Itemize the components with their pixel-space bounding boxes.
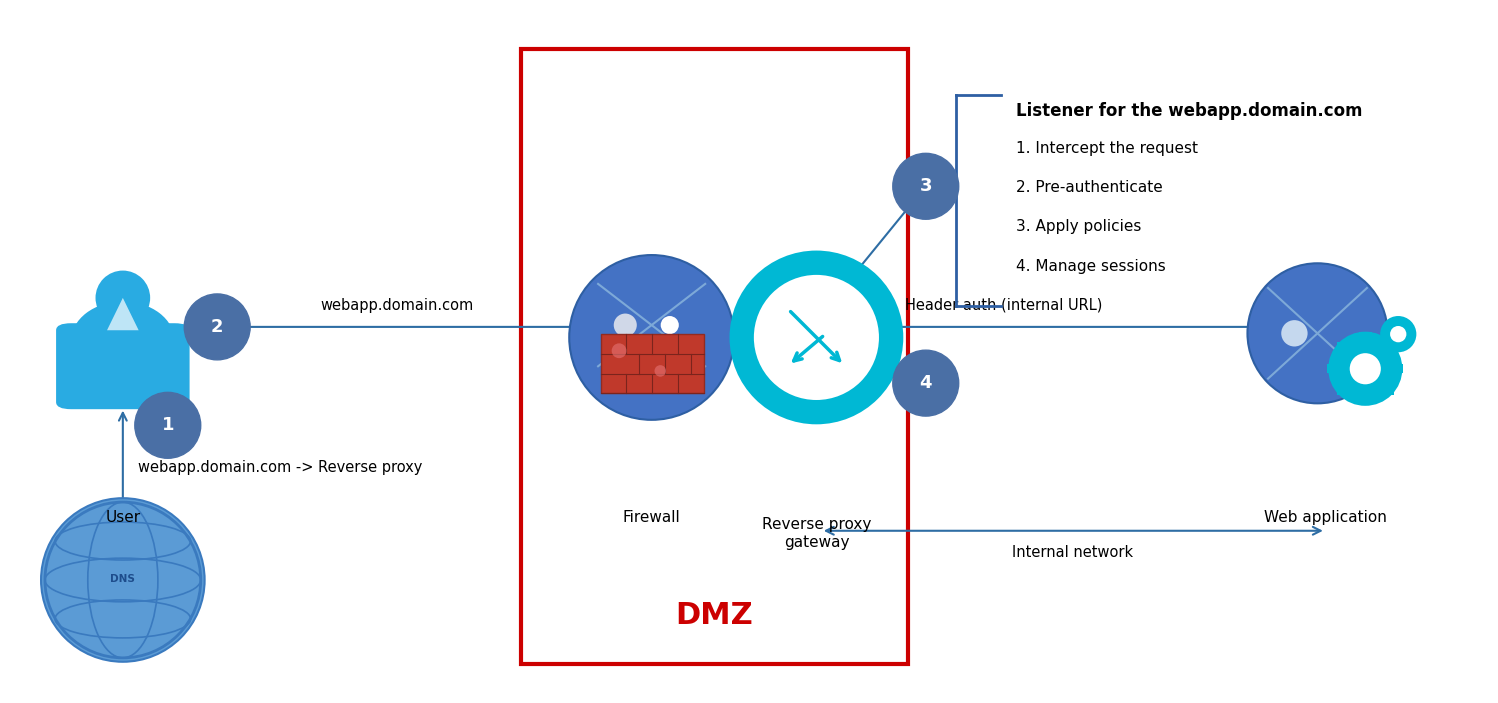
Ellipse shape [569, 255, 734, 420]
Ellipse shape [1248, 264, 1387, 404]
Ellipse shape [893, 153, 959, 219]
FancyBboxPatch shape [1336, 386, 1350, 395]
Ellipse shape [893, 350, 959, 416]
Text: User: User [105, 510, 141, 524]
Ellipse shape [40, 498, 205, 662]
Text: 3. Apply policies: 3. Apply policies [1016, 219, 1141, 234]
Text: Firewall: Firewall [623, 510, 680, 524]
Text: 2. Pre-authenticate: 2. Pre-authenticate [1016, 180, 1162, 195]
Ellipse shape [70, 302, 175, 380]
Ellipse shape [1390, 326, 1407, 342]
Polygon shape [106, 298, 139, 330]
Text: 1: 1 [162, 416, 174, 434]
Ellipse shape [655, 365, 667, 377]
Ellipse shape [1380, 316, 1417, 352]
Ellipse shape [1281, 320, 1308, 347]
FancyBboxPatch shape [1381, 342, 1395, 351]
Text: 4. Manage sessions: 4. Manage sessions [1016, 259, 1165, 273]
FancyBboxPatch shape [1336, 342, 1350, 351]
Ellipse shape [661, 316, 679, 334]
Text: webapp.domain.com -> Reverse proxy: webapp.domain.com -> Reverse proxy [138, 460, 422, 475]
Text: 2: 2 [211, 318, 223, 336]
FancyBboxPatch shape [55, 323, 190, 409]
Text: 4: 4 [920, 374, 932, 392]
FancyBboxPatch shape [1381, 386, 1395, 395]
FancyBboxPatch shape [1327, 364, 1341, 373]
Text: Listener for the webapp.domain.com: Listener for the webapp.domain.com [1016, 102, 1362, 120]
FancyBboxPatch shape [1359, 333, 1372, 341]
Ellipse shape [611, 343, 626, 358]
FancyBboxPatch shape [1390, 364, 1404, 373]
Ellipse shape [45, 502, 201, 658]
Ellipse shape [730, 250, 903, 425]
Text: 3: 3 [920, 177, 932, 195]
FancyBboxPatch shape [601, 334, 704, 394]
Ellipse shape [753, 275, 879, 400]
Text: Internal network: Internal network [1013, 545, 1132, 560]
Ellipse shape [1350, 353, 1381, 385]
Text: DMZ: DMZ [676, 600, 753, 630]
Ellipse shape [1329, 332, 1402, 406]
Text: webapp.domain.com: webapp.domain.com [321, 298, 473, 313]
Text: Header auth (internal URL): Header auth (internal URL) [905, 298, 1103, 313]
Ellipse shape [96, 271, 150, 325]
Text: Web application: Web application [1264, 510, 1387, 524]
Text: Reverse proxy
gateway: Reverse proxy gateway [761, 517, 872, 550]
Ellipse shape [184, 294, 250, 360]
Ellipse shape [135, 392, 201, 458]
Text: DNS: DNS [111, 574, 135, 583]
FancyBboxPatch shape [1359, 396, 1372, 404]
Text: 1. Intercept the request: 1. Intercept the request [1016, 141, 1197, 155]
Ellipse shape [614, 314, 637, 337]
